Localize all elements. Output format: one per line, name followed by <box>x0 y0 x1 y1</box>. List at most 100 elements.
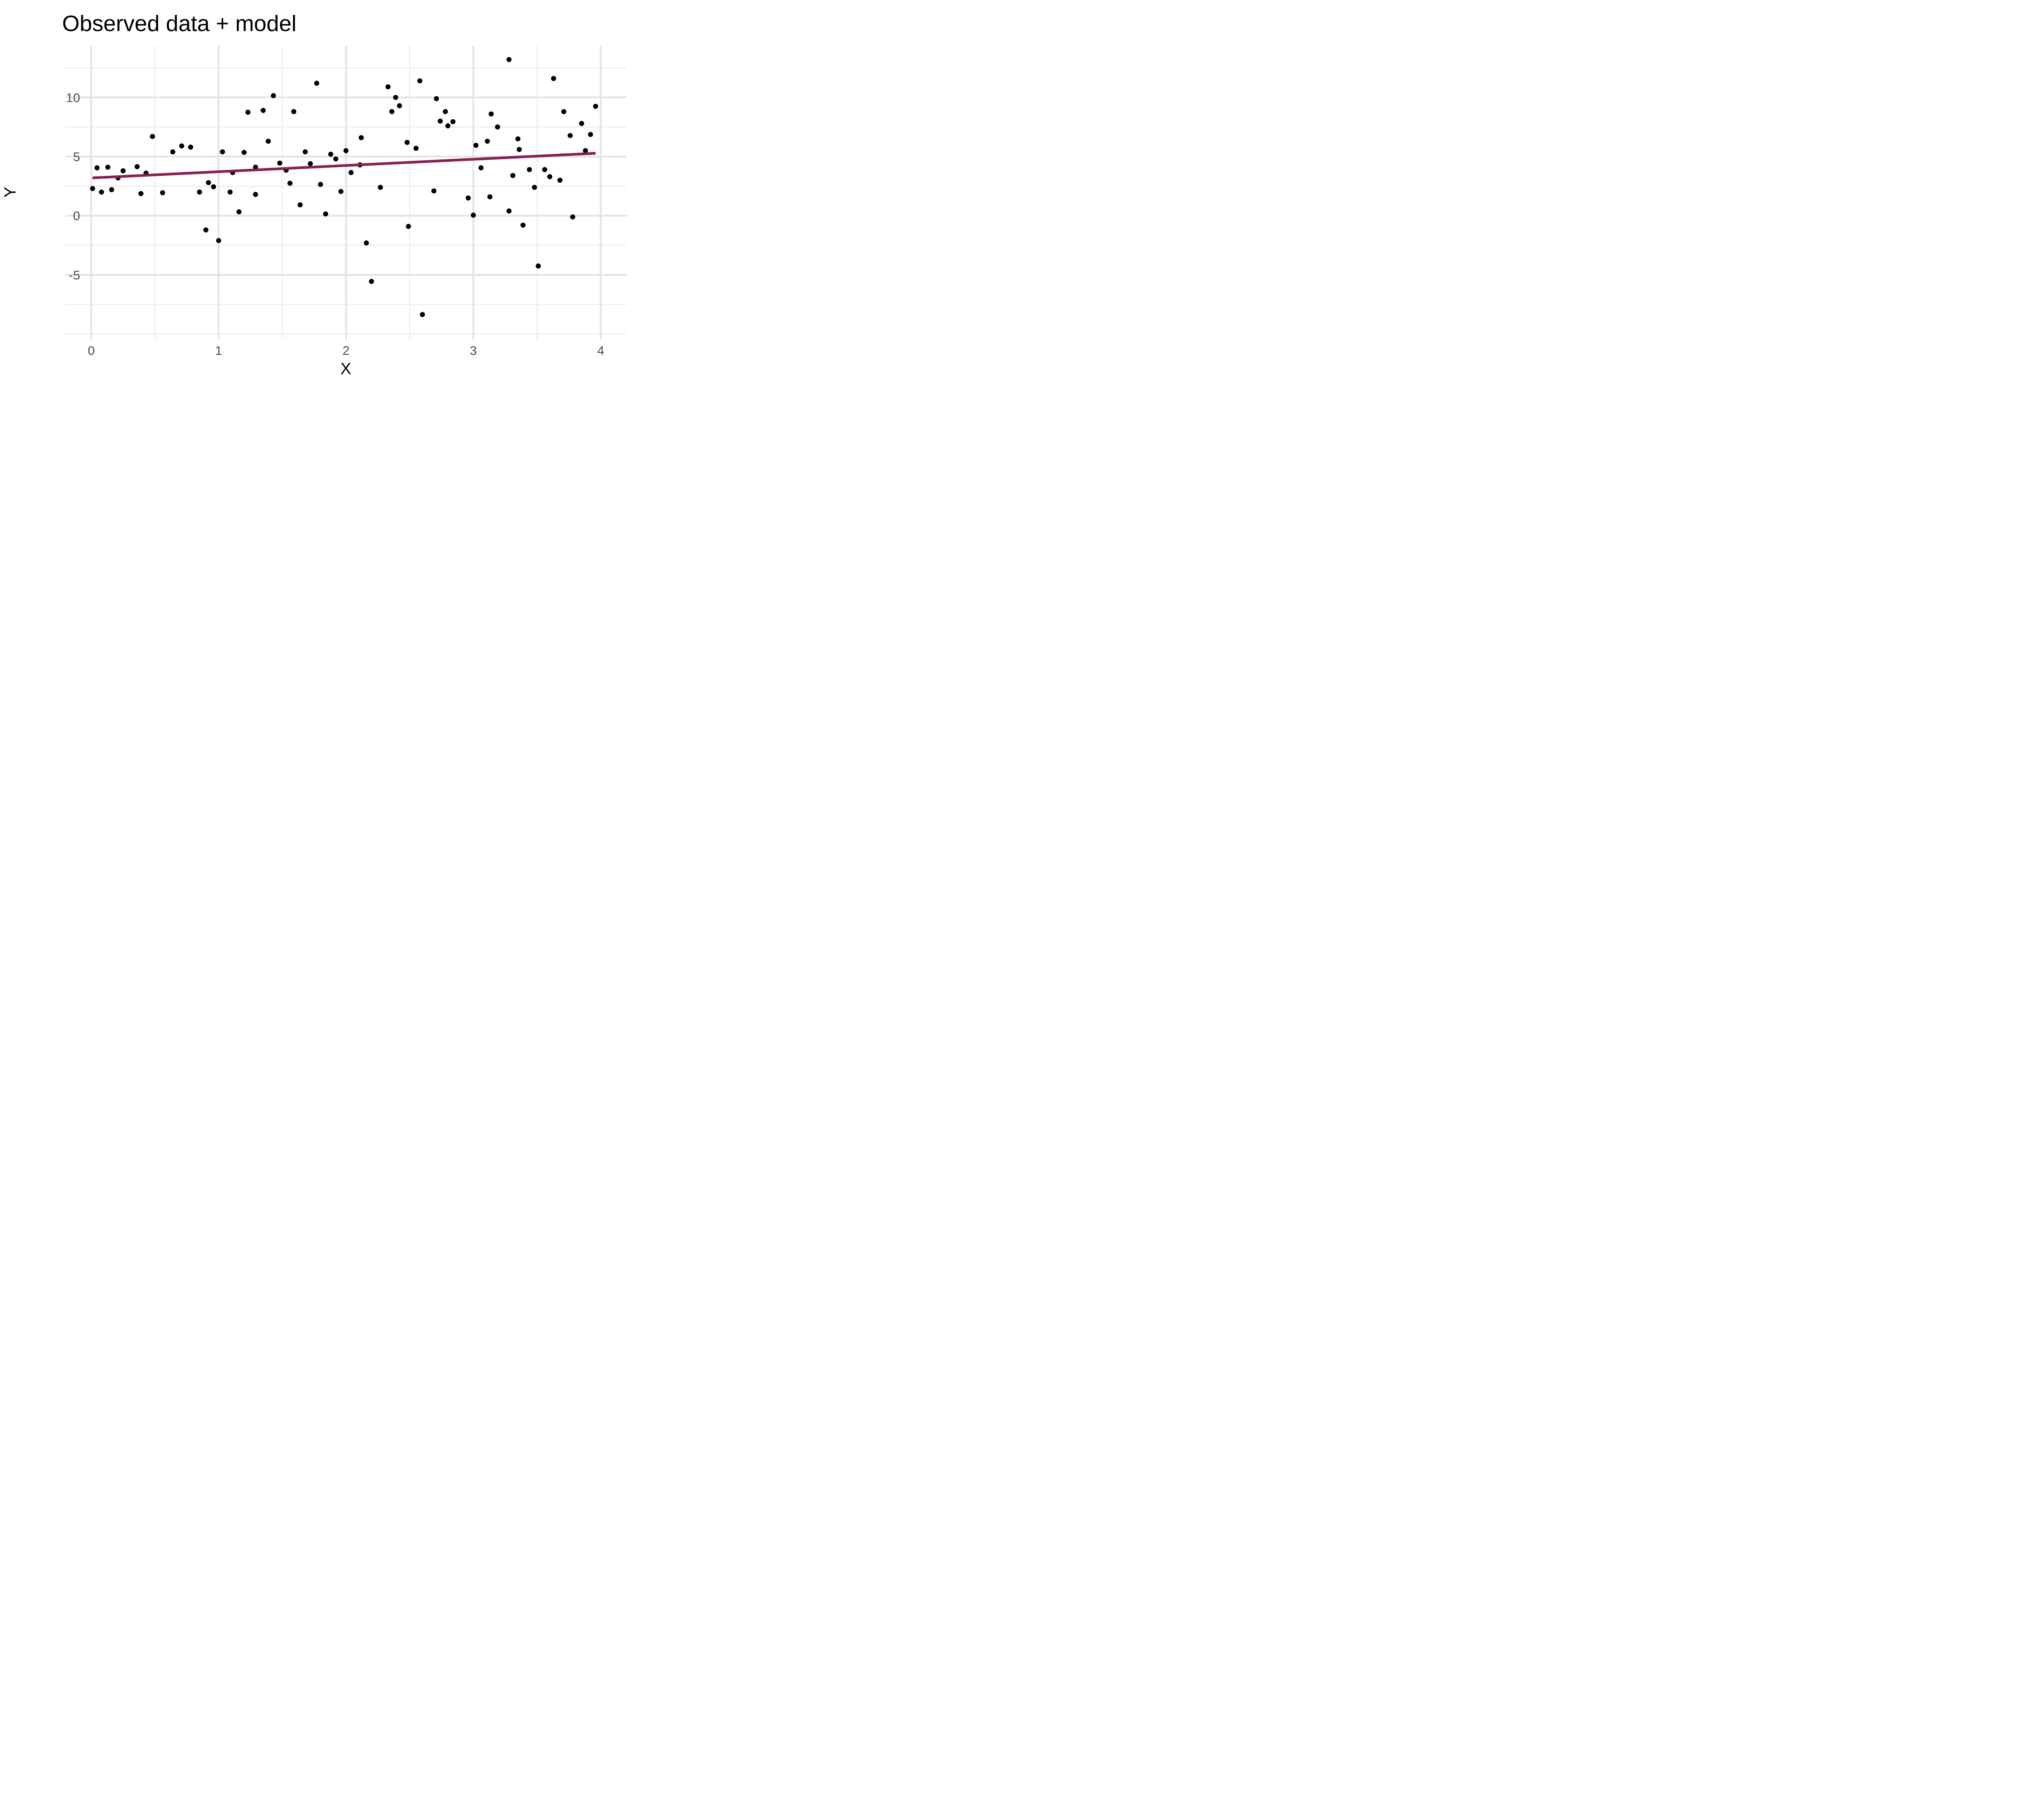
data-point <box>245 110 251 115</box>
data-point <box>369 279 374 284</box>
data-point <box>487 194 493 200</box>
y-axis-title: Y <box>1 187 19 198</box>
data-point <box>277 160 282 166</box>
data-point <box>389 109 394 114</box>
data-point <box>445 123 450 128</box>
gridlines-major <box>65 45 627 339</box>
tick-label-x: 0 <box>88 343 95 358</box>
data-point <box>593 103 598 109</box>
data-point <box>489 111 494 117</box>
data-point <box>393 95 398 100</box>
axis-tick-labels: 0 1 2 3 4 10 5 0 -5 <box>66 90 605 358</box>
data-point <box>506 208 512 214</box>
data-point <box>253 164 258 170</box>
data-point <box>253 192 258 197</box>
data-point <box>420 312 425 317</box>
data-point <box>298 202 303 208</box>
data-point <box>579 121 584 126</box>
data-point <box>338 189 344 194</box>
data-point <box>431 188 437 194</box>
data-point <box>216 238 221 243</box>
data-point <box>450 119 456 124</box>
data-point <box>134 164 140 169</box>
data-point <box>437 119 443 124</box>
tick-label-x: 4 <box>597 343 604 358</box>
data-point <box>120 168 126 173</box>
data-point <box>188 144 193 150</box>
scatter-plot-canvas: 0 1 2 3 4 10 5 0 -5 Observed data + model X Y <box>1 11 627 378</box>
data-point <box>527 167 532 172</box>
data-point <box>434 96 439 101</box>
data-point <box>90 186 95 191</box>
data-point <box>203 227 208 233</box>
plot-title: Observed data + model <box>62 11 296 36</box>
data-point <box>520 222 526 228</box>
data-point <box>105 164 110 170</box>
data-point <box>287 180 293 186</box>
data-point <box>561 109 567 114</box>
data-point <box>471 213 476 218</box>
regression-line <box>92 152 596 179</box>
data-point <box>271 93 276 99</box>
data-point <box>516 147 522 152</box>
tick-label-y: -5 <box>69 268 80 282</box>
data-point <box>206 180 211 185</box>
data-point <box>404 140 410 145</box>
data-point <box>323 211 328 217</box>
data-point <box>495 124 500 130</box>
data-point <box>406 224 411 229</box>
data-point <box>227 189 233 195</box>
data-point <box>170 149 175 155</box>
tick-label-x: 2 <box>343 343 350 358</box>
data-point <box>150 134 155 139</box>
data-point <box>557 177 563 183</box>
data-point <box>417 78 423 83</box>
data-point <box>197 189 202 195</box>
data-point <box>303 149 308 155</box>
data-point <box>109 187 114 193</box>
data-point <box>318 182 323 187</box>
data-point <box>236 209 242 215</box>
data-point <box>478 165 484 170</box>
data-point <box>138 191 143 196</box>
data-point <box>506 57 512 62</box>
data-point <box>551 76 556 81</box>
data-point <box>241 150 247 155</box>
data-point <box>260 108 266 113</box>
data-point <box>359 135 364 140</box>
scatter-points-layer <box>90 57 598 317</box>
tick-label-x: 3 <box>470 343 477 358</box>
tick-label-x: 1 <box>215 343 222 358</box>
data-point <box>364 240 369 246</box>
regression-line-layer <box>92 152 596 179</box>
data-point <box>570 214 576 220</box>
data-point <box>378 185 383 190</box>
x-axis-title: X <box>341 360 352 378</box>
data-point <box>348 170 354 175</box>
data-point <box>179 143 184 149</box>
data-point <box>567 133 573 138</box>
data-point <box>220 149 225 155</box>
data-point <box>328 152 334 157</box>
data-point <box>510 173 515 178</box>
data-point <box>160 190 165 195</box>
data-point <box>443 109 448 114</box>
data-point <box>588 132 593 137</box>
data-point <box>307 161 313 166</box>
data-point <box>542 167 547 172</box>
data-point <box>532 185 537 190</box>
data-point <box>291 109 296 114</box>
tick-label-y: 10 <box>66 90 80 105</box>
data-point <box>413 146 419 151</box>
data-point <box>397 103 402 108</box>
plot-page: 0 1 2 3 4 10 5 0 -5 Observed data + model X Y <box>0 0 632 390</box>
data-point <box>515 136 521 141</box>
data-point <box>94 165 100 170</box>
tick-label-y: 0 <box>73 209 80 223</box>
data-point <box>547 174 553 179</box>
data-point <box>314 81 319 86</box>
data-point <box>211 184 216 189</box>
data-point <box>266 139 271 144</box>
data-point <box>99 189 104 195</box>
data-point <box>343 148 349 153</box>
